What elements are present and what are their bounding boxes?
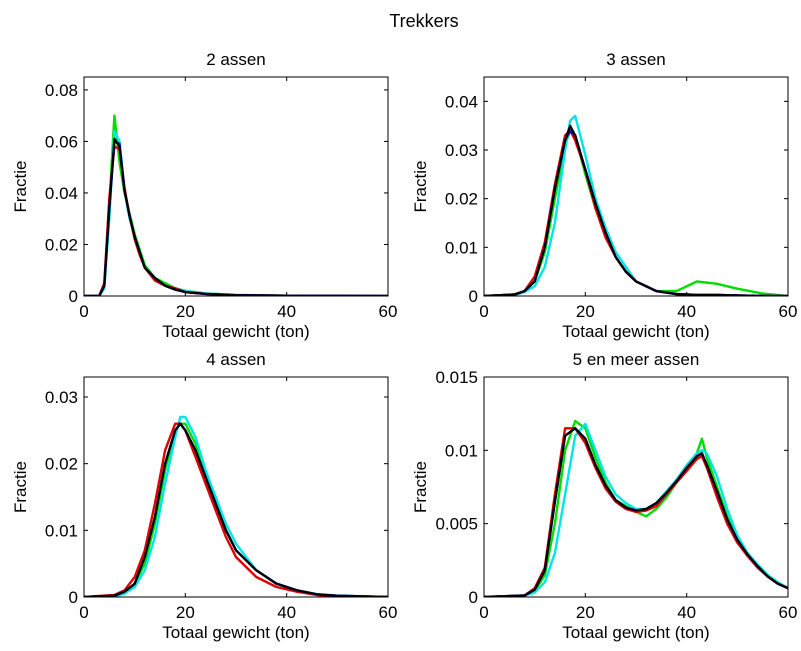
x-axis-label: Totaal gewicht (ton) — [562, 623, 709, 642]
panel-4: 0 20 40 60 0 0.005 0.01 0.015 5 en meer assen Tot… — [411, 350, 797, 642]
x-tick-label: 20 — [576, 302, 595, 321]
series-group — [84, 415, 388, 597]
y-axis-label: Fractie — [411, 161, 430, 213]
x-tick-label: 0 — [479, 603, 488, 622]
figure-title: Trekkers — [389, 11, 458, 31]
series-line-5 — [84, 137, 388, 296]
x-axis-label: Totaal gewicht (ton) — [562, 322, 709, 341]
panel-title: 5 en meer assen — [573, 350, 700, 369]
y-tick-label: 0 — [469, 588, 478, 607]
x-axis-label: Totaal gewicht (ton) — [162, 322, 309, 341]
y-tick-label: 0.02 — [45, 235, 78, 254]
x-tick-label: 40 — [677, 302, 696, 321]
x-tick-label: 60 — [379, 603, 398, 622]
x-tick-label: 0 — [79, 603, 88, 622]
y-tick-label: 0.04 — [45, 184, 78, 203]
y-axis-label: Fractie — [11, 461, 30, 513]
y-tick-label: 0 — [69, 588, 78, 607]
panel-3: 0 20 40 60 0 0.01 0.02 0.03 4 assen Totaal gewich… — [11, 350, 397, 642]
x-tick-label: 0 — [79, 302, 88, 321]
y-axis-label: Fractie — [11, 161, 30, 213]
panel-title: 3 assen — [606, 50, 666, 69]
axes-box — [483, 76, 789, 297]
series-line-3 — [84, 422, 388, 597]
series-group — [484, 114, 788, 296]
y-tick-label: 0.01 — [445, 441, 478, 460]
y-tick-label: 0.02 — [445, 190, 478, 209]
y-tick-label: 0.02 — [45, 455, 78, 474]
panel-1: 0 20 40 60 0 0.02 0.04 0.06 0.08 2 assen Totaal ge… — [11, 50, 397, 341]
y-tick-label: 0.005 — [435, 515, 478, 534]
panel-title: 2 assen — [206, 50, 266, 69]
x-tick-label: 20 — [176, 302, 195, 321]
y-tick-label: 0.03 — [45, 388, 78, 407]
x-tick-label: 60 — [379, 302, 398, 321]
panel-2: 0 20 40 60 0 0.01 0.02 0.03 0.04 3 assen Totaal ge… — [411, 50, 797, 341]
x-tick-label: 60 — [779, 302, 798, 321]
series-line-5 — [484, 124, 788, 296]
x-tick-label: 20 — [176, 603, 195, 622]
y-tick-label: 0.03 — [445, 141, 478, 160]
axes-box — [83, 376, 389, 598]
panel-title: 4 assen — [206, 350, 266, 369]
x-tick-label: 0 — [479, 302, 488, 321]
y-tick-label: 0 — [469, 287, 478, 306]
x-tick-label: 40 — [277, 603, 296, 622]
axes-box — [483, 376, 789, 598]
series-group — [484, 419, 788, 597]
y-tick-label: 0.01 — [445, 238, 478, 257]
y-tick-label: 0.04 — [445, 92, 478, 111]
y-tick-label: 0.08 — [45, 81, 78, 100]
x-tick-label: 40 — [677, 603, 696, 622]
y-tick-label: 0 — [69, 287, 78, 306]
x-tick-label: 60 — [779, 603, 798, 622]
x-tick-label: 20 — [576, 603, 595, 622]
series-line-5 — [484, 427, 788, 597]
x-axis-label: Totaal gewicht (ton) — [162, 623, 309, 642]
axes-box — [83, 76, 389, 297]
series-group — [84, 114, 388, 296]
y-tick-label: 0.015 — [435, 368, 478, 387]
y-tick-label: 0.01 — [45, 521, 78, 540]
y-axis-label: Fractie — [411, 461, 430, 513]
y-tick-label: 0.06 — [45, 132, 78, 151]
x-tick-label: 40 — [277, 302, 296, 321]
series-line-5 — [84, 422, 388, 597]
